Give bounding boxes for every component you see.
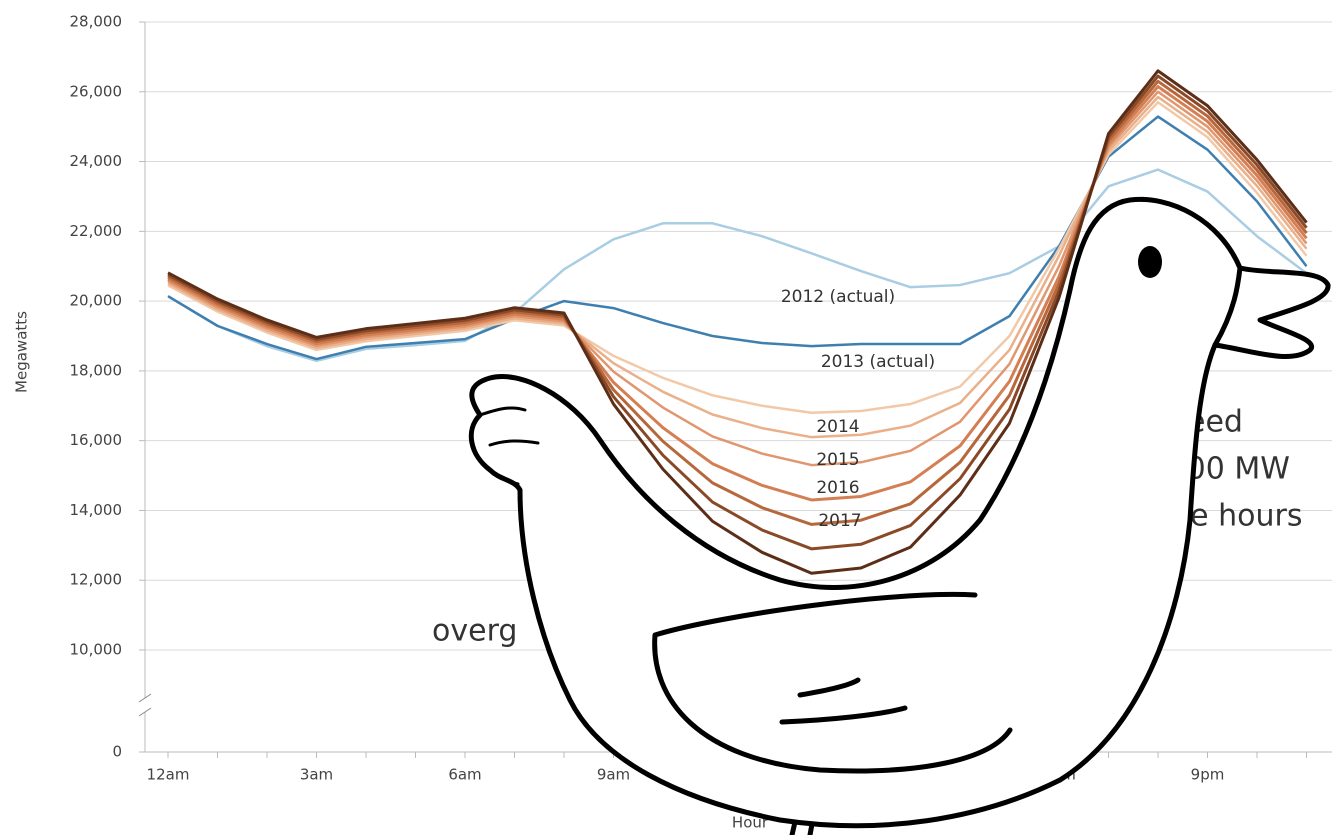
y-tick-label: 14,000 — [70, 501, 123, 519]
x-tick-label: 9am — [597, 766, 630, 784]
duck-tail-marks — [478, 406, 540, 486]
series-line — [167, 168, 1308, 363]
series-label: 2012 (actual) — [781, 287, 895, 307]
series-label: 2013 (actual) — [821, 352, 935, 372]
duck-body — [468, 196, 1331, 829]
y-axis-label: Megawatts — [13, 311, 31, 393]
series-line — [167, 69, 1308, 575]
axis-break — [138, 707, 152, 717]
series-line — [167, 74, 1308, 551]
y-tick-label: 0 — [112, 743, 122, 761]
x-tick-label: 3am — [300, 766, 333, 784]
axis-break — [138, 693, 152, 703]
duck-wing — [652, 591, 1013, 774]
series-line — [167, 90, 1308, 467]
y-tick-label: 22,000 — [70, 222, 123, 240]
y-tick-label: 12,000 — [70, 571, 123, 589]
series-label: 2015 — [816, 450, 859, 470]
duck-leg — [789, 819, 815, 838]
series-label: 2017 — [818, 511, 861, 531]
annotation: overg — [432, 614, 517, 649]
duck-drawing — [468, 196, 1331, 838]
y-tick-label: 16,000 — [70, 431, 123, 449]
duck-feather — [779, 677, 908, 725]
duck-beak-line — [1212, 265, 1243, 348]
series-label: 2014 — [816, 417, 859, 437]
series-line — [167, 79, 1308, 526]
series-line — [167, 95, 1308, 439]
y-tick-label: 26,000 — [70, 82, 123, 100]
y-tick-label: 20,000 — [70, 292, 123, 310]
series-label: 2016 — [816, 478, 859, 498]
x-tick-label: 6am — [448, 766, 481, 784]
x-tick-label: 12am — [147, 766, 190, 784]
y-tick-label: 18,000 — [70, 361, 123, 379]
series-line — [167, 85, 1308, 502]
x-tick-label: 9pm — [1191, 766, 1225, 784]
series-line — [167, 115, 1308, 361]
y-tick-label: 28,000 — [70, 13, 123, 31]
y-tick-label: 24,000 — [70, 152, 123, 170]
duck-eye — [1138, 246, 1162, 278]
y-tick-label: 10,000 — [70, 641, 123, 659]
series-line — [167, 100, 1308, 415]
